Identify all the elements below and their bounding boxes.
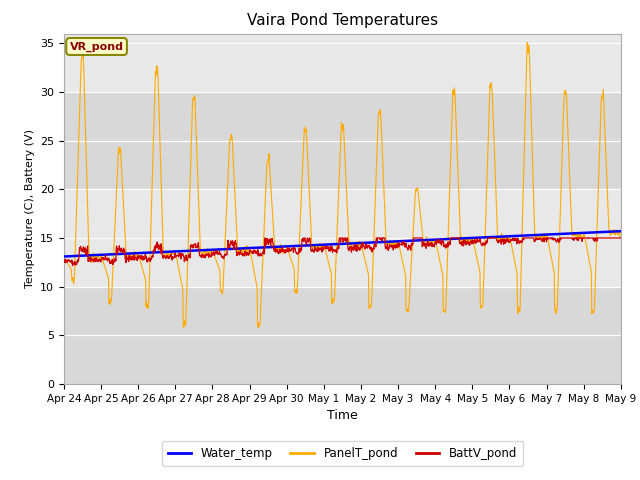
Text: VR_pond: VR_pond — [70, 41, 124, 52]
Bar — [64, 287, 621, 384]
X-axis label: Time: Time — [327, 409, 358, 422]
Title: Vaira Pond Temperatures: Vaira Pond Temperatures — [247, 13, 438, 28]
Legend: Water_temp, PanelT_pond, BattV_pond: Water_temp, PanelT_pond, BattV_pond — [162, 441, 523, 466]
Bar — [64, 92, 621, 189]
Bar — [64, 189, 621, 287]
Y-axis label: Temperature (C), Battery (V): Temperature (C), Battery (V) — [24, 129, 35, 288]
Bar — [64, 34, 621, 92]
